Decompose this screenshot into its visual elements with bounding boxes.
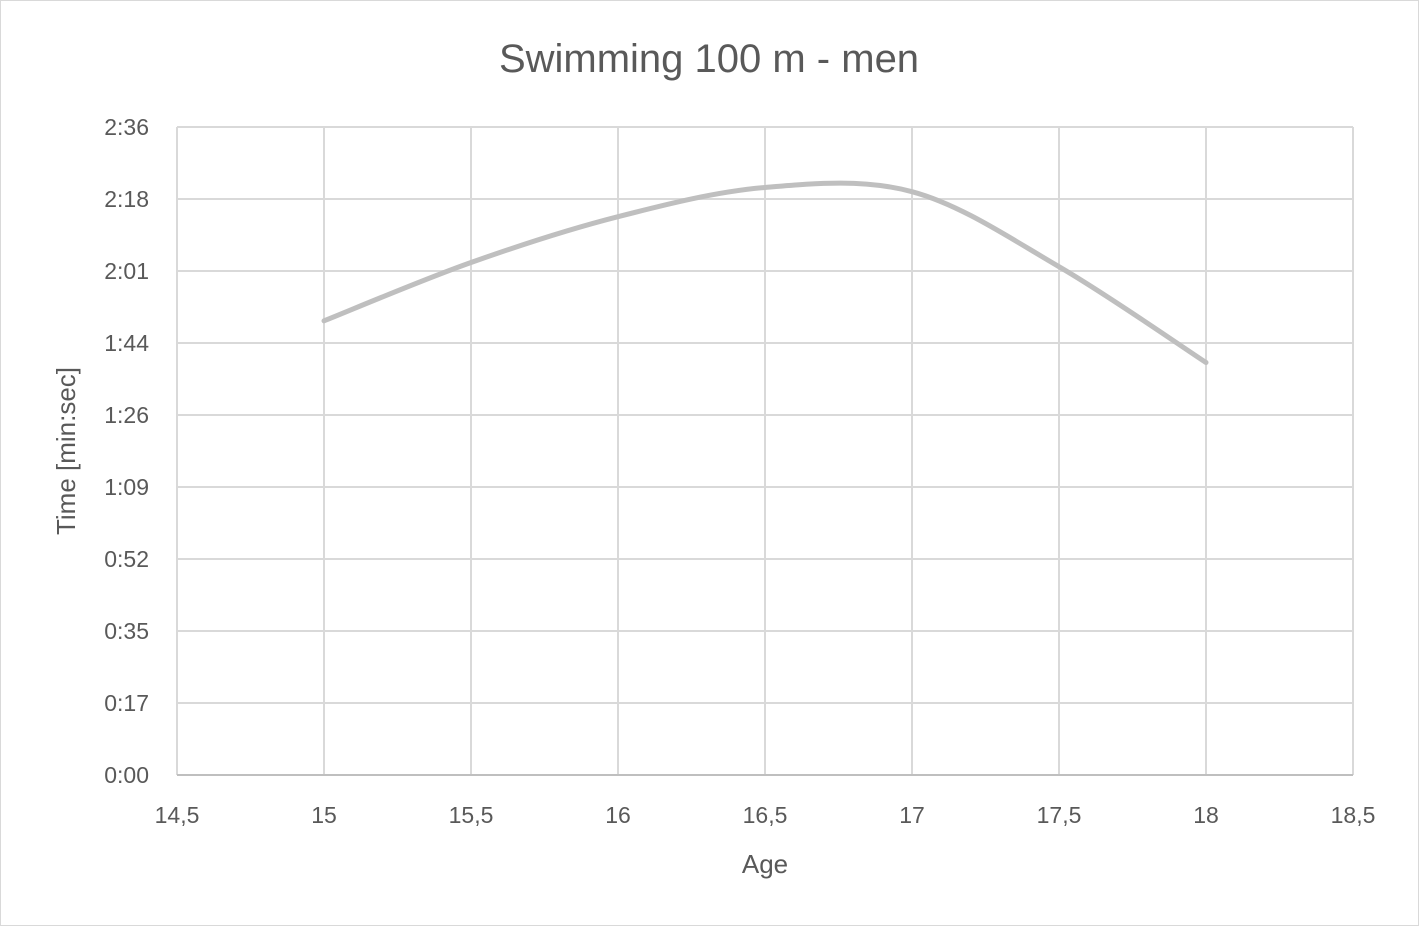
y-tick-label: 2:01 [104, 258, 149, 284]
x-tick-label: 16,5 [743, 802, 788, 828]
x-tick-label: 17 [899, 802, 925, 828]
y-tick-label: 0:35 [104, 618, 149, 644]
y-tick-label: 1:44 [104, 330, 149, 356]
x-tick-label: 16 [605, 802, 631, 828]
y-tick-label: 0:52 [104, 546, 149, 572]
x-tick-label: 18 [1193, 802, 1219, 828]
gridlines [176, 126, 1354, 775]
tick-labels: 0:00 0:17 0:35 0:52 1:09 1:26 1:44 2:01 2:18 2:36… [104, 114, 1375, 828]
y-tick-label: 2:36 [104, 114, 149, 140]
y-tick-label: 0:17 [104, 690, 149, 716]
y-tick-label: 2:18 [104, 186, 149, 212]
x-tick-label: 14,5 [155, 802, 200, 828]
x-tick-label: 18,5 [1331, 802, 1376, 828]
x-tick-label: 17,5 [1037, 802, 1082, 828]
x-axis-label: Age [742, 849, 788, 879]
y-tick-label: 1:09 [104, 474, 149, 500]
chart-title: Swimming 100 m - men [499, 37, 919, 81]
y-axis-label: Time [min:sec] [51, 367, 81, 535]
series-line [321, 180, 1209, 365]
x-tick-label: 15,5 [449, 802, 494, 828]
series-layer [321, 180, 1209, 365]
x-tick-label: 15 [311, 802, 337, 828]
y-tick-label: 1:26 [104, 402, 149, 428]
y-tick-label: 0:00 [104, 762, 149, 788]
